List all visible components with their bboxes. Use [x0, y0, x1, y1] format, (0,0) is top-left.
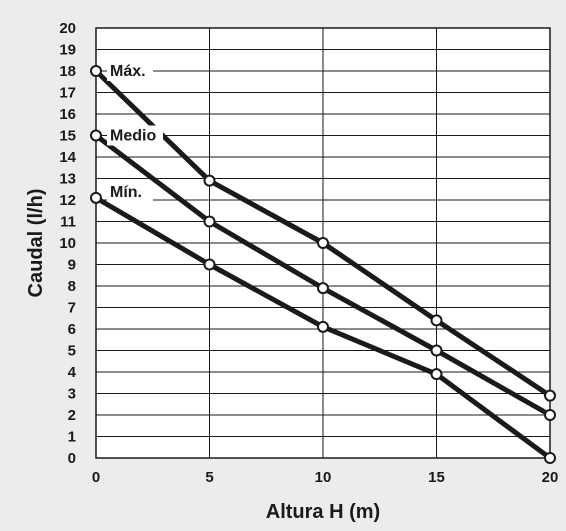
- data-point: [203, 174, 216, 187]
- x-tick-label: 5: [205, 469, 213, 486]
- series-label-bg: [107, 181, 153, 202]
- series-label-bg: [107, 125, 163, 146]
- x-tick-label: 20: [542, 469, 559, 486]
- y-tick-label: 17: [59, 85, 76, 102]
- y-tick-label: 18: [59, 63, 76, 80]
- x-tick-label: 15: [428, 469, 445, 486]
- series-label: Mín.: [110, 184, 142, 201]
- data-point: [203, 258, 216, 271]
- y-tick-label: 20: [59, 20, 76, 37]
- y-tick-label: 4: [68, 364, 77, 381]
- y-tick-label: 5: [68, 343, 76, 360]
- data-point: [90, 65, 102, 77]
- data-point: [430, 368, 443, 381]
- series-label: Medio: [110, 128, 156, 145]
- y-tick-label: 19: [59, 42, 76, 59]
- data-point: [90, 191, 102, 204]
- x-tick-label: 0: [92, 469, 100, 486]
- series-label: Máx.: [110, 63, 146, 80]
- y-tick-label: 14: [59, 149, 76, 166]
- data-point: [317, 237, 329, 249]
- data-point: [203, 215, 216, 228]
- y-tick-label: 6: [68, 321, 76, 338]
- y-tick-label: 3: [68, 386, 76, 403]
- x-axis-label: Altura H (m): [266, 501, 380, 523]
- y-tick-label: 7: [68, 300, 76, 317]
- y-tick-label: 9: [68, 257, 76, 274]
- y-tick-label: 1: [68, 429, 76, 446]
- y-tick-label: 10: [59, 235, 76, 252]
- y-axis-label: Caudal (l/h): [25, 189, 47, 298]
- y-tick-label: 0: [68, 450, 76, 467]
- series-group: Máx. Medio Mín.: [90, 61, 556, 464]
- y-tick-label: 16: [59, 106, 76, 123]
- data-point: [317, 320, 329, 333]
- x-axis-ticks: 0 5 10 15 20: [92, 469, 559, 486]
- x-tick-label: 10: [315, 469, 332, 486]
- y-tick-label: 15: [59, 128, 76, 145]
- data-point: [90, 129, 102, 142]
- y-tick-label: 11: [60, 214, 76, 231]
- y-tick-label: 2: [68, 407, 76, 424]
- y-tick-label: 12: [59, 192, 76, 209]
- data-point: [544, 452, 556, 464]
- data-point: [430, 344, 443, 357]
- series-label-bg: [107, 61, 153, 81]
- data-point: [317, 282, 329, 295]
- data-point: [430, 314, 443, 327]
- y-tick-label: 8: [68, 278, 76, 295]
- y-tick-label: 13: [59, 171, 76, 188]
- data-point: [544, 409, 556, 421]
- data-point: [544, 389, 556, 402]
